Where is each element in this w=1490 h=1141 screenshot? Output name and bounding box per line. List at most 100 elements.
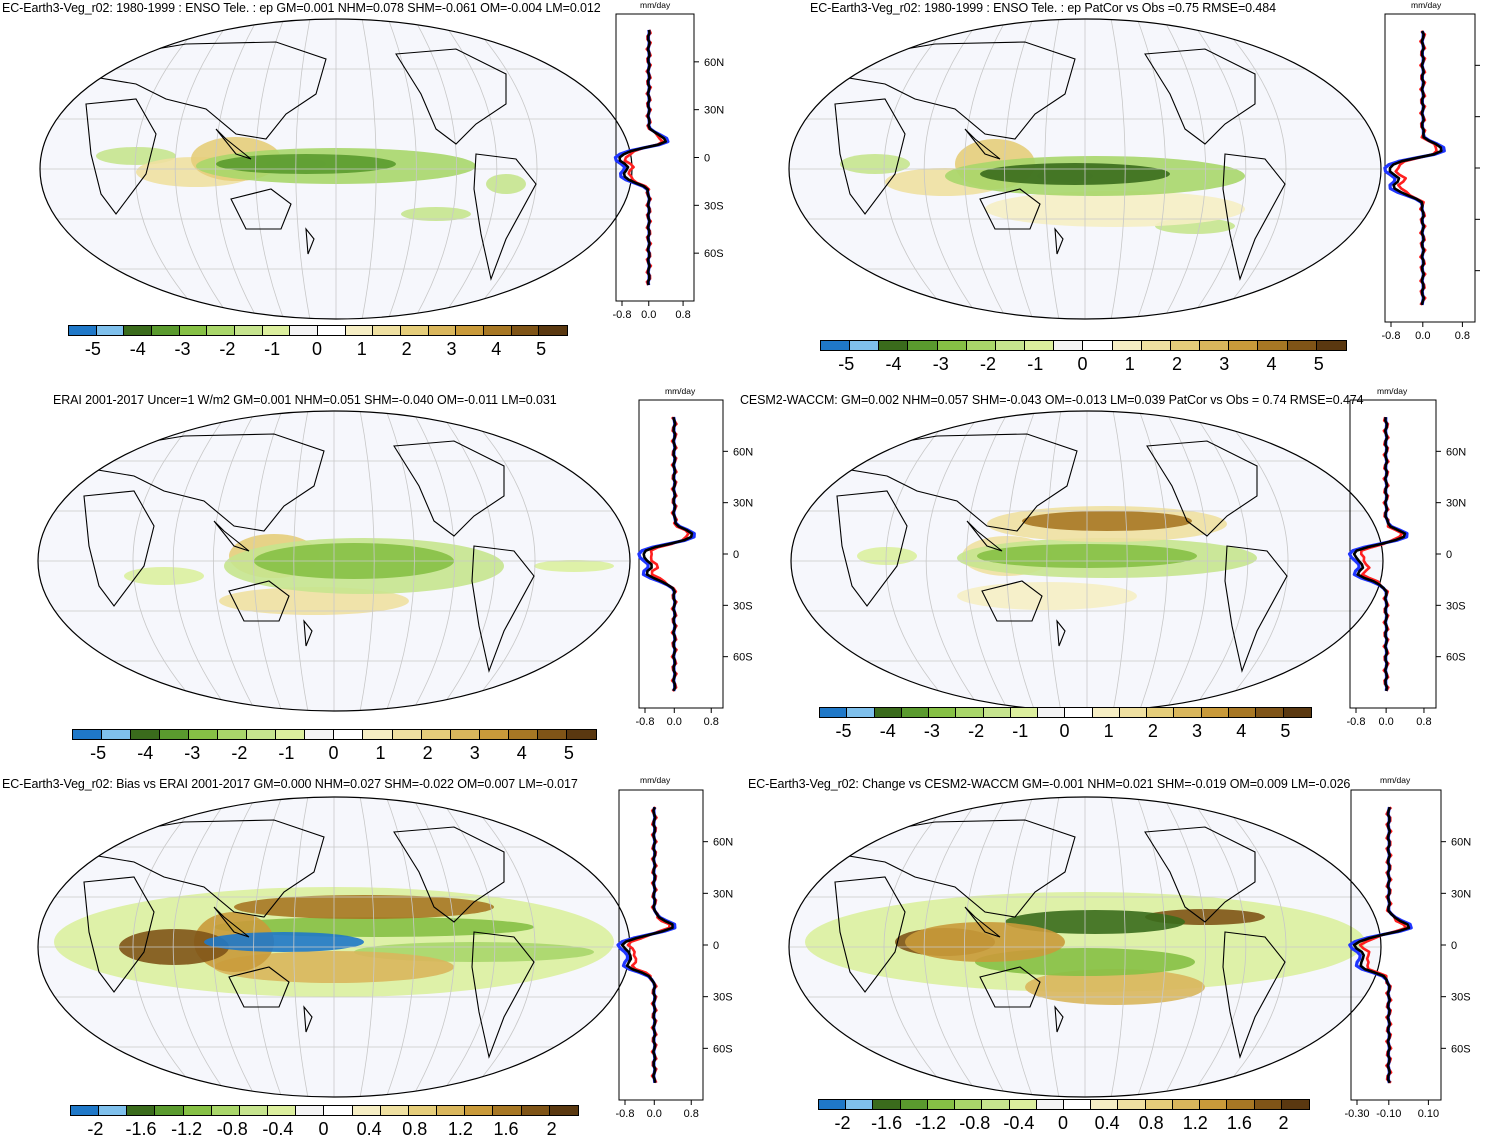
colorbar-swatch bbox=[1145, 1100, 1173, 1109]
anomaly-blob bbox=[1025, 969, 1205, 1005]
mean-profile-line bbox=[642, 416, 694, 692]
continent-outline bbox=[303, 1005, 313, 1033]
colorbar-label: 5 bbox=[536, 339, 547, 359]
colorbar-swatch bbox=[1038, 708, 1066, 717]
panel-6: EC-Earth3-Veg_r02: Change vs CESM2-WACCM… bbox=[745, 770, 1490, 1137]
lat-tick-label: 30N bbox=[733, 498, 753, 510]
anomaly-blob bbox=[957, 582, 1137, 610]
colorbar-label: -0.4 bbox=[1003, 1113, 1035, 1133]
graticule bbox=[38, 797, 630, 1097]
colorbar-swatch bbox=[296, 1106, 325, 1115]
colorbar-label: 0 bbox=[1057, 1113, 1069, 1133]
colorbar-swatch bbox=[234, 326, 263, 335]
panel-title: EC-Earth3-Veg_r02: Bias vs ERAI 2001-201… bbox=[2, 777, 578, 791]
meridian-line bbox=[1215, 797, 1287, 1097]
colorbar-swatch bbox=[1229, 341, 1259, 350]
colorbar-swatch bbox=[352, 1106, 381, 1115]
meridian-line bbox=[412, 797, 455, 1097]
continent-outline bbox=[1144, 48, 1256, 145]
x-tick-label: -0.8 bbox=[616, 1108, 635, 1120]
colorbar-swatch bbox=[900, 1100, 928, 1109]
colorbar-label: -1 bbox=[1027, 354, 1044, 374]
colorbar-swatch bbox=[955, 1100, 983, 1109]
continent-outline bbox=[824, 433, 1078, 532]
map-border bbox=[788, 796, 1382, 1098]
meridian-line bbox=[414, 19, 457, 319]
meridian-line bbox=[361, 19, 377, 319]
obs-profile-line bbox=[1347, 417, 1409, 692]
colorbar-swatch bbox=[1009, 1100, 1037, 1109]
lat-tick-label: 30S bbox=[713, 992, 733, 1004]
colorbar-swatch bbox=[179, 326, 208, 335]
continent-outline bbox=[1054, 1005, 1064, 1033]
model-profile-line bbox=[1359, 416, 1404, 692]
meridian-line bbox=[923, 19, 981, 319]
profile-frame bbox=[1350, 789, 1442, 1101]
colorbar-swatch bbox=[345, 326, 374, 335]
meridian-line bbox=[883, 797, 955, 1097]
continent-outline bbox=[1222, 931, 1286, 1059]
colorbar-label: -5 bbox=[84, 339, 101, 359]
continent-outline bbox=[1056, 619, 1066, 647]
continent-outline bbox=[213, 906, 250, 938]
meridian-line bbox=[1046, 411, 1062, 711]
lat-tick-label: 0 bbox=[704, 153, 710, 165]
colorbar-label: -2 bbox=[87, 1119, 104, 1139]
meridian-line bbox=[172, 797, 230, 1097]
colorbar-swatch bbox=[1283, 708, 1311, 717]
meridian-line bbox=[1136, 797, 1166, 1097]
obs-profile-line bbox=[613, 29, 670, 286]
x-tick-label: -0.8 bbox=[636, 716, 655, 728]
x-tick-label: 0.0 bbox=[1415, 330, 1430, 342]
colorbar-swatch bbox=[262, 326, 291, 335]
colorbar-label: -3 bbox=[923, 721, 940, 741]
colorbar-label: 4 bbox=[1266, 354, 1277, 374]
x-tick-label: -0.8 bbox=[1382, 330, 1401, 342]
colorbar-label: -1.2 bbox=[915, 1113, 947, 1133]
colorbar-label: 0.8 bbox=[402, 1119, 428, 1139]
lat-tick-label: 30N bbox=[1446, 498, 1466, 510]
profile-unit-label: mm/day bbox=[640, 775, 671, 785]
lat-tick-label: 60S bbox=[713, 1043, 733, 1055]
mean-profile-line bbox=[618, 29, 667, 286]
colorbar bbox=[818, 1099, 1310, 1110]
continent-outline bbox=[1222, 153, 1286, 281]
colorbar-label: 1.2 bbox=[1182, 1113, 1208, 1133]
meridian-line bbox=[1189, 797, 1247, 1097]
colorbar-label: -2 bbox=[979, 354, 997, 374]
meridian-line bbox=[438, 411, 496, 711]
colorbar-swatch bbox=[1200, 1100, 1228, 1109]
colorbar-swatch bbox=[1065, 708, 1093, 717]
zonal-mean-profile: 60N 30N 0 30S 60S -0.30 -0.10 0.10 bbox=[1344, 789, 1471, 1120]
colorbar-swatch bbox=[1200, 341, 1230, 350]
colorbar-swatch bbox=[305, 730, 335, 739]
colorbar-label: -0.8 bbox=[959, 1113, 991, 1133]
continent-outline bbox=[393, 826, 505, 923]
colorbar-swatch bbox=[908, 341, 938, 350]
mean-profile-line bbox=[1388, 30, 1443, 306]
profile-frame bbox=[618, 789, 704, 1101]
continent-outline bbox=[964, 906, 1001, 938]
meridian-line bbox=[295, 19, 311, 319]
x-tick-label: 0.0 bbox=[667, 716, 682, 728]
colorbar-label: -5 bbox=[90, 743, 107, 763]
colorbar bbox=[70, 1105, 579, 1116]
anomaly-blob bbox=[96, 147, 176, 165]
x-tick-label: 0.0 bbox=[647, 1108, 662, 1120]
meridian-line bbox=[1215, 19, 1287, 319]
colorbar-swatch bbox=[1174, 708, 1202, 717]
colorbar-label: 5 bbox=[1280, 721, 1291, 741]
colorbar-swatch bbox=[183, 1106, 212, 1115]
continent-outline bbox=[979, 188, 1041, 230]
colorbar-label: -0.8 bbox=[216, 1119, 248, 1139]
panel-title: CESM2-WACCM: GM=0.002 NHM=0.057 SHM=-0.0… bbox=[740, 393, 1364, 407]
meridian-line bbox=[1110, 797, 1126, 1097]
colorbar-label: 2 bbox=[1171, 354, 1183, 374]
colorbar-swatch bbox=[1054, 341, 1084, 350]
colorbar-swatch bbox=[380, 1106, 409, 1115]
colorbar-swatch bbox=[1254, 1100, 1282, 1109]
colorbar-swatch bbox=[465, 1106, 494, 1115]
meridian-line bbox=[1110, 19, 1126, 319]
anomaly-blob bbox=[905, 922, 1065, 962]
continent-outline bbox=[822, 819, 1076, 918]
